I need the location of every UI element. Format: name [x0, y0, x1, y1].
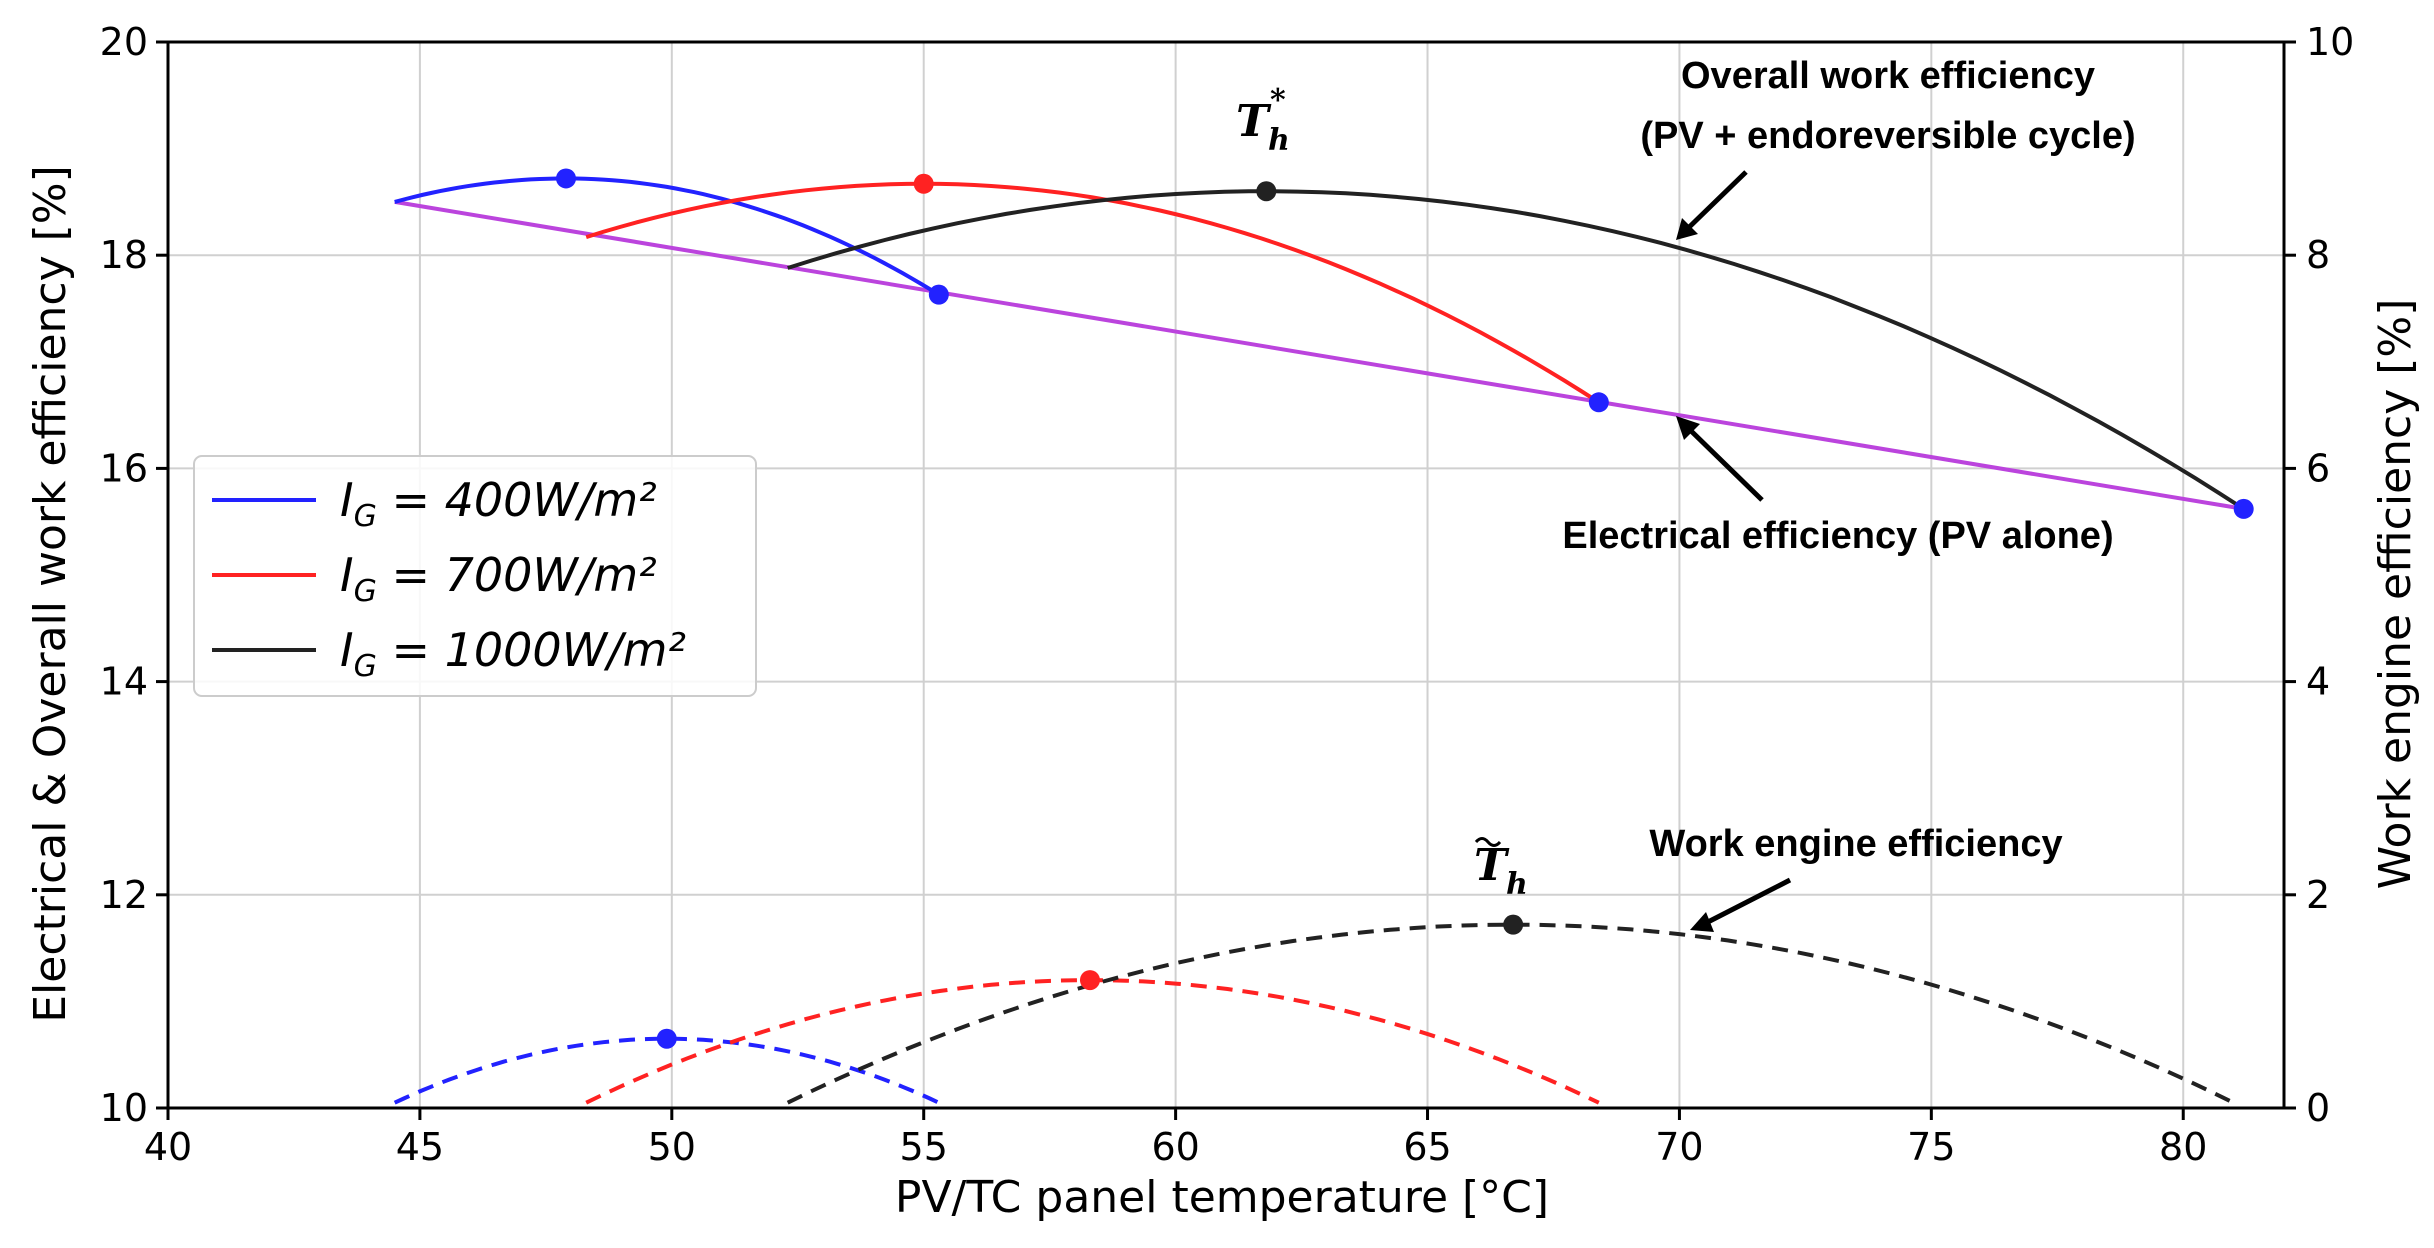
engine-peak-marker-0: [656, 1028, 677, 1049]
intersection-marker-1: [1588, 392, 1609, 413]
y-left-tick-label: 18: [100, 233, 148, 277]
overall-arrow-head: [1676, 218, 1698, 240]
y-left-tick-label: 10: [100, 1086, 148, 1130]
th-tilde-label: T h: [1474, 837, 1528, 902]
markers: [556, 168, 2254, 1049]
y-left-tick-label: 14: [100, 660, 148, 704]
th-tilde-sub: h: [1506, 867, 1528, 902]
legend-box: [193, 455, 757, 697]
engine-arrow: [1702, 877, 1792, 927]
x-tick-label: 60: [1151, 1125, 1199, 1169]
x-tick-label: 40: [144, 1125, 192, 1169]
intersection-marker-0: [928, 284, 949, 305]
electrical-arrow-head: [1676, 416, 1700, 440]
x-tick-label: 45: [396, 1125, 444, 1169]
x-tick-label: 55: [900, 1125, 948, 1169]
overall-annotation-line1: Overall work efficiency: [1681, 55, 2095, 97]
electrical-annotation: Electrical efficiency (PV alone): [1562, 515, 2113, 557]
overall-peak-marker-0: [556, 168, 577, 189]
y-left-tick-label: 20: [100, 20, 148, 64]
overall-efficiency-curve-0: [394, 176, 940, 297]
y-left-tick-label: 12: [100, 873, 148, 917]
legend: IG = 400W/m² IG = 700W/m² IG = 1000W/m²: [193, 455, 757, 697]
x-tick-label: 50: [648, 1125, 696, 1169]
engine-annotation: Work engine efficiency: [1649, 823, 2062, 865]
th-tilde-t: T: [1474, 840, 1510, 891]
overall-annotation-line2: (PV + endoreversible cycle): [1640, 115, 2135, 157]
y-axis-right-label: Work engine efficiency [%]: [2370, 299, 2421, 890]
y-left-tick-label: 16: [100, 446, 148, 490]
overall-arrow: [1678, 170, 1748, 238]
x-tick-label: 75: [1907, 1125, 1955, 1169]
th-star-sup: *: [1270, 83, 1286, 118]
y-right-tick-label: 0: [2306, 1086, 2330, 1130]
engine-efficiency-curve-1: [585, 978, 1600, 1105]
engine-peak-marker-2: [1503, 914, 1524, 935]
y-right-tick-label: 10: [2306, 20, 2354, 64]
th-star-sub: h: [1268, 123, 1290, 158]
x-axis-label: PV/TC panel temperature [°C]: [895, 1172, 1549, 1223]
y-right-tick-label: 8: [2306, 233, 2330, 277]
th-star-t: T: [1236, 96, 1272, 147]
legend-label-1000: IG = 1000W/m²: [340, 623, 686, 684]
x-tick-label: 65: [1403, 1125, 1451, 1169]
overall-peak-marker-2: [1256, 181, 1277, 202]
y-right-tick-label: 4: [2306, 660, 2330, 704]
legend-label-700: IG = 700W/m²: [340, 548, 657, 609]
engine-efficiency-curve-2: [786, 922, 2235, 1105]
plot-frame: [166, 40, 2286, 1110]
y-axis-left-label: Electrical & Overall work efficiency [%]: [25, 165, 76, 1023]
x-tick-label: 70: [1655, 1125, 1703, 1169]
curves: [393, 176, 2245, 1105]
x-tick-label: 80: [2159, 1125, 2207, 1169]
engine-peak-marker-1: [1079, 970, 1100, 991]
electrical-arrow: [1684, 424, 1764, 502]
engine-arrow-head: [1690, 912, 1714, 932]
overall-efficiency-curve-1: [585, 181, 1600, 404]
overall-peak-marker-1: [913, 173, 934, 194]
ticks: 40 45 50 55 60 65 70 75 80 10 12 14 16 18 20 0 2 4 6 8 10: [100, 20, 2355, 1169]
legend-label-400: IG = 400W/m²: [340, 473, 657, 534]
electrical-efficiency-line: [394, 199, 2245, 511]
tilde-mark: [1474, 837, 1502, 847]
y-right-tick-label: 6: [2306, 446, 2330, 490]
intersection-marker-2: [2233, 498, 2254, 519]
y-right-tick-label: 2: [2306, 873, 2330, 917]
th-star-label: T * h: [1236, 83, 1290, 158]
overall-efficiency-curve-2: [787, 189, 2245, 511]
